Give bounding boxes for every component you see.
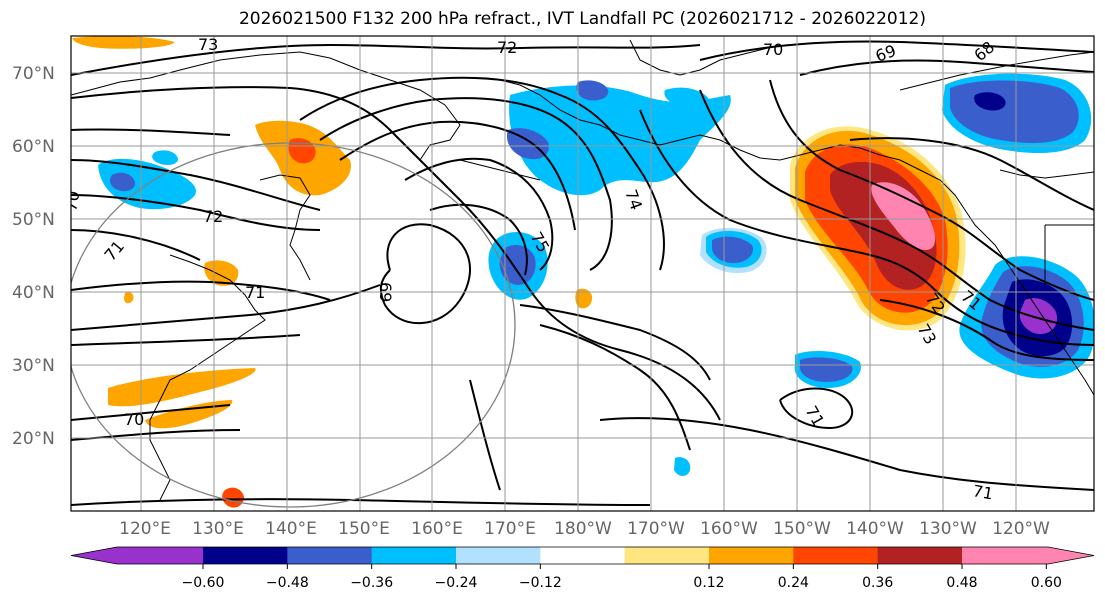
lat-label: 20°N [12, 429, 55, 449]
lat-label: 50°N [12, 210, 55, 230]
colorbar-segment [793, 547, 879, 564]
lon-label: 170°E [484, 519, 536, 539]
lat-label: 40°N [12, 283, 55, 303]
colorbar-tick-label: 0.36 [862, 575, 893, 591]
colorbar-outline [70, 546, 1095, 565]
lon-label: 150°W [773, 519, 831, 539]
contour-label: 72 [497, 38, 517, 57]
colorbar-segment [709, 547, 794, 564]
lon-label: 170°W [627, 519, 685, 539]
colorbar-tick-label: −0.48 [266, 575, 309, 591]
contour-label: 70 [61, 189, 83, 212]
colorbar-tick-label: 0.12 [693, 575, 724, 591]
colorbar-segment [624, 547, 710, 564]
contour-label: 71 [245, 283, 265, 302]
colorbar-tick-label: 0.24 [778, 575, 809, 591]
colorbar-segment [456, 547, 541, 564]
colorbar-tick-label: −0.24 [435, 575, 478, 591]
colorbar-segment [71, 547, 203, 564]
colorbar-tick-label: −0.36 [350, 575, 393, 591]
lat-label: 70°N [12, 64, 55, 84]
contour-label: 73 [198, 35, 218, 54]
contour-label: 70 [763, 40, 783, 59]
latitude-labels: 70°N 60°N 50°N 40°N 30°N 20°N [12, 64, 55, 449]
map-frame [70, 35, 1095, 512]
lon-label: 130°W [919, 519, 977, 539]
lon-label: 160°W [700, 519, 758, 539]
gridlines [71, 36, 1094, 511]
longitude-labels: 120°E 130°E 140°E 150°E 160°E 170°E 180°… [119, 519, 1050, 539]
lon-label: 130°E [192, 519, 244, 539]
colorbar-segment [371, 547, 457, 564]
colorbar-tick-label: 0.60 [1031, 575, 1062, 591]
map-plot-area: 73 72 70 69 68 72 71 69 75 74 72 71 73 7… [61, 35, 1094, 511]
colorbar-tick-label: 0.48 [946, 575, 977, 591]
contour-label: 71 [971, 481, 994, 503]
lon-label: 160°E [411, 519, 463, 539]
lon-label: 150°E [338, 519, 390, 539]
colorbar-segment [962, 547, 1094, 564]
pc-fill-layer [72, 36, 1094, 508]
contour-label: 69 [376, 282, 395, 302]
lon-label: 180°W [554, 519, 612, 539]
colorbar-tick-label: −0.12 [519, 575, 562, 591]
contour-label: 70 [124, 410, 144, 429]
colorbar: −0.60 −0.48 −0.36 −0.24 −0.12 0.12 0.24 0.36 0.4… [70, 546, 1095, 591]
lon-label: 120°W [992, 519, 1050, 539]
lon-label: 120°E [119, 519, 171, 539]
colorbar-tick-label: −0.60 [182, 575, 225, 591]
range-ring [71, 142, 516, 508]
colorbar-segment [203, 547, 288, 564]
lat-label: 30°N [12, 356, 55, 376]
contour-label: 72 [203, 207, 223, 226]
colorbar-segment [877, 547, 963, 564]
colorbar-segment [287, 547, 373, 564]
map-title: 2026021500 F132 200 hPa refract., IVT La… [238, 9, 926, 29]
lon-label: 140°W [846, 519, 904, 539]
lon-label: 140°E [265, 519, 317, 539]
colorbar-segment [540, 547, 626, 564]
lat-label: 60°N [12, 137, 55, 157]
